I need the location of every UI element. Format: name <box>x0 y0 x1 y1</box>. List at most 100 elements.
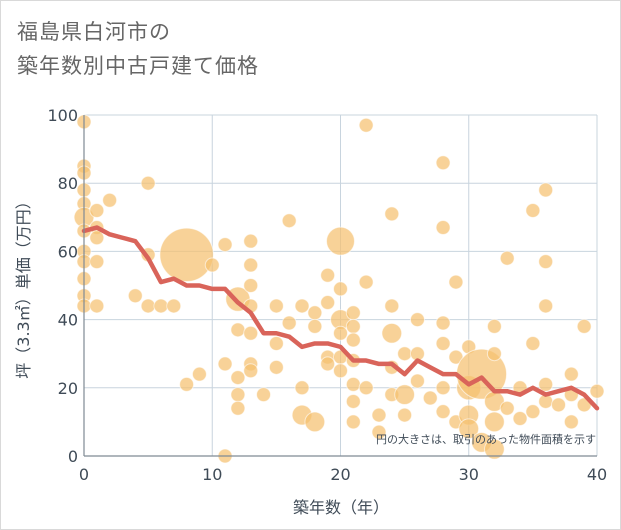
x-tick-label: 10 <box>202 465 222 484</box>
bubble-point <box>89 202 105 218</box>
chart-title-line2: 築年数別中古戸建て価格 <box>17 54 259 78</box>
bubble-point <box>320 356 336 372</box>
chart-title-line1: 福島県白河市の <box>17 20 171 44</box>
trend <box>81 225 600 411</box>
y-tick-label: 100 <box>47 106 78 125</box>
bubble-point <box>243 278 259 293</box>
bubble-point <box>333 363 348 379</box>
bubble-point <box>217 356 233 372</box>
bubble-point <box>435 335 451 351</box>
bubble-point <box>159 227 214 283</box>
bubble-point <box>102 192 118 208</box>
bubble-point <box>499 400 515 416</box>
bubble-point <box>268 359 284 375</box>
bubble-point <box>358 274 374 290</box>
bubble-point <box>499 250 515 266</box>
y-tick-label: 40 <box>58 311 78 330</box>
x-tick-label: 30 <box>459 465 479 484</box>
bubble-point <box>551 397 567 413</box>
bubble-point <box>486 318 502 334</box>
bubble-point <box>458 418 480 440</box>
x-tick-label: 0 <box>79 465 89 484</box>
bubble-point <box>191 366 207 382</box>
x-tick-label: 20 <box>330 465 350 484</box>
bubble-point <box>448 274 464 290</box>
bubble-point <box>538 182 554 198</box>
bubble-point <box>512 410 528 426</box>
bubble-point <box>230 322 246 338</box>
bubble-point <box>345 305 361 321</box>
bubble-point <box>538 298 554 314</box>
bubble-point <box>381 322 403 344</box>
bubble-point <box>89 230 105 246</box>
bubble-point <box>435 155 451 171</box>
y-axis-label: 坪（3.3㎡）単価（万円） <box>14 193 33 378</box>
bubble-point <box>486 346 502 362</box>
bubble-point <box>333 325 348 341</box>
bubble-point <box>484 411 505 433</box>
bubbles <box>73 114 605 464</box>
bubble-point <box>371 407 387 423</box>
y-tick-label: 80 <box>58 174 78 193</box>
bubble-point <box>230 400 246 416</box>
bubble-point <box>307 305 323 321</box>
bubble-point <box>384 206 400 222</box>
bubble-point <box>243 325 259 341</box>
bubble-point <box>326 226 355 256</box>
bubble-point <box>589 383 605 399</box>
bubble-point <box>384 298 400 314</box>
bubble-point <box>409 312 425 328</box>
bubble-point <box>89 254 105 270</box>
y-tick-label: 20 <box>58 379 78 398</box>
bubble-point <box>358 380 374 396</box>
bubble-point <box>538 254 554 270</box>
bubble-point <box>320 267 336 283</box>
bubble-point <box>422 390 438 406</box>
bubble-point <box>397 407 413 423</box>
bubble-point <box>345 393 361 409</box>
bubble-point <box>89 298 105 314</box>
bubble-point <box>243 233 259 249</box>
bubble-point <box>140 298 156 314</box>
y-tick-label: 60 <box>58 242 78 261</box>
bubble-point <box>294 380 310 396</box>
bubble-point <box>345 414 361 430</box>
bubble-point <box>397 346 413 362</box>
bubble-point <box>563 414 579 430</box>
bubble-point <box>484 438 505 460</box>
bubble-point <box>281 315 297 331</box>
bubble-point <box>243 257 259 273</box>
bubble-point <box>166 298 182 314</box>
bubble-point <box>268 298 284 314</box>
x-axis-label: 築年数（年） <box>293 498 389 517</box>
x-tick-label: 40 <box>587 465 607 484</box>
bubble-point <box>179 376 195 392</box>
bubble-point <box>304 411 326 433</box>
bubble-point <box>153 298 169 314</box>
bubble-point <box>435 404 451 420</box>
bubble-point <box>563 366 579 382</box>
bubble-point <box>333 281 348 297</box>
bubble-point <box>371 424 387 440</box>
bubble-point <box>281 213 297 229</box>
bubble-point <box>358 117 374 133</box>
bubble-point <box>230 387 246 403</box>
bubble-point <box>435 220 451 236</box>
bubble-point <box>435 315 451 331</box>
bubble-point <box>538 376 554 392</box>
bubble-point <box>268 335 284 351</box>
bubble-point <box>307 318 323 334</box>
bubble-point <box>320 295 336 311</box>
bubble-point <box>525 335 541 351</box>
bubble-point <box>204 257 220 273</box>
bubble-point <box>140 175 156 191</box>
bubble-point <box>345 332 361 348</box>
bubble-point <box>127 288 143 304</box>
bubble-point <box>525 202 541 218</box>
bubble-point <box>230 370 246 386</box>
bubble-point <box>217 237 233 253</box>
bubble-point <box>409 373 425 389</box>
bubble-point <box>243 363 259 379</box>
